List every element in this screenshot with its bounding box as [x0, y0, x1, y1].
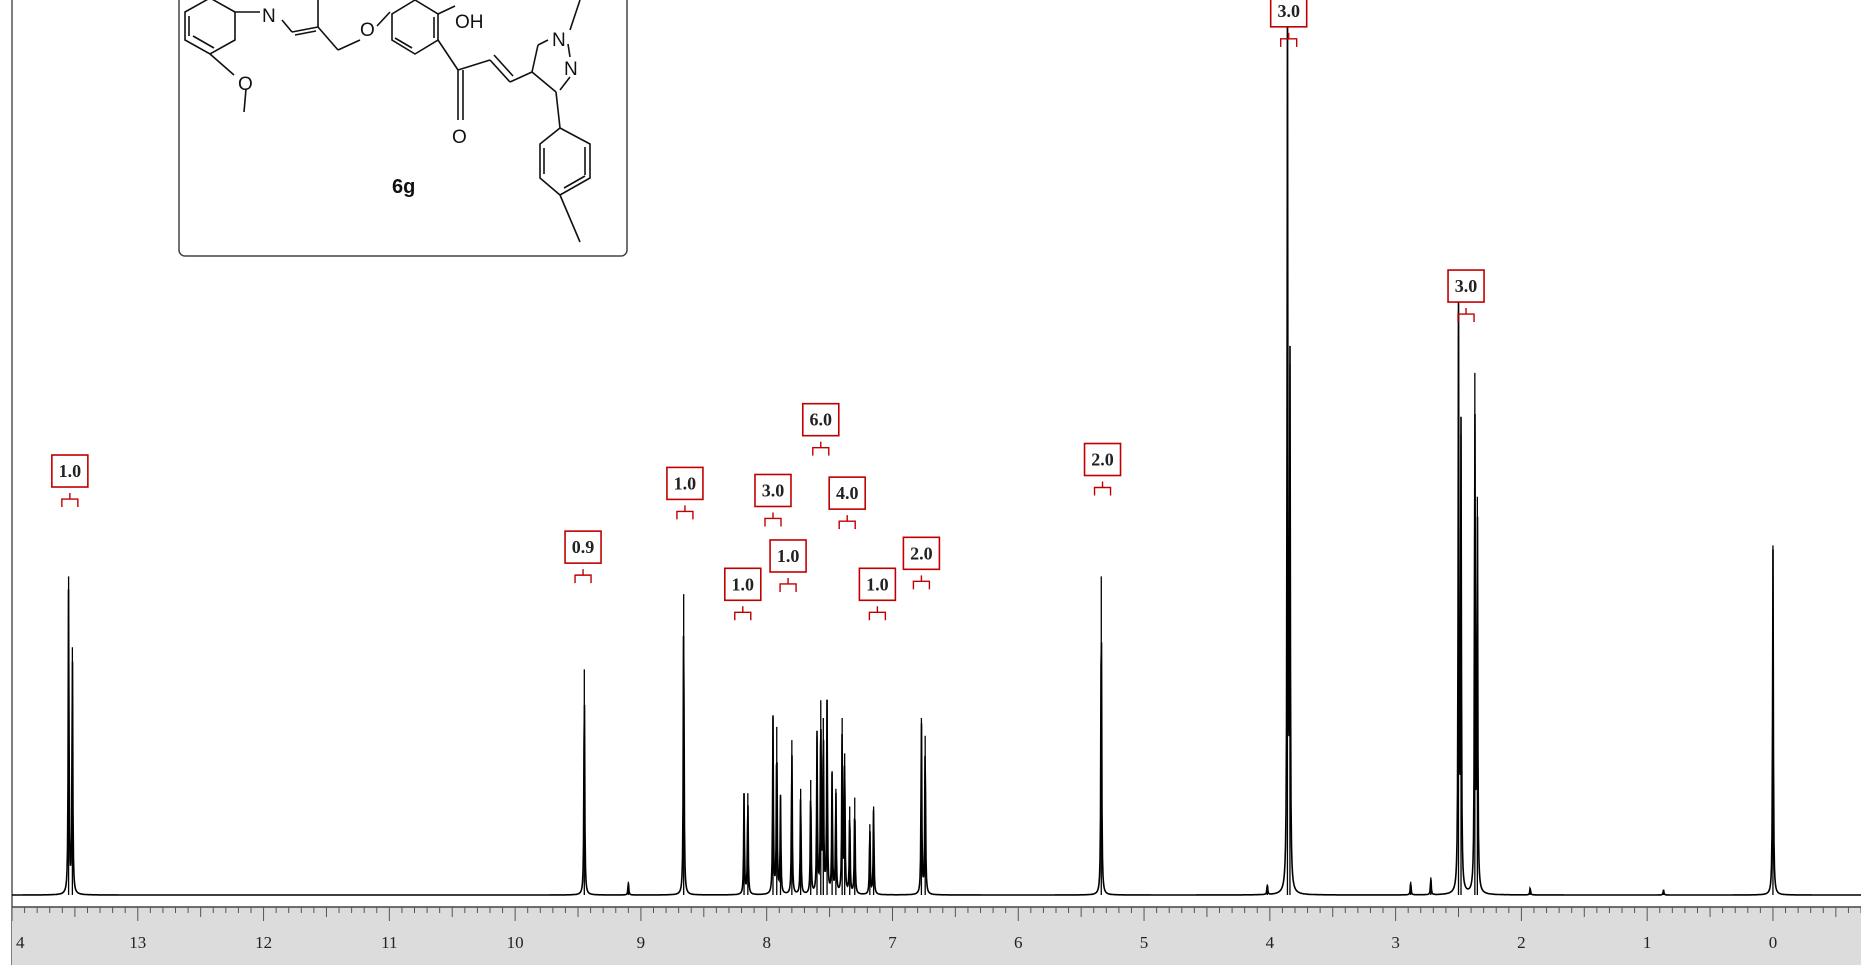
integral-box: [564, 530, 602, 564]
x-axis-tick-label: 10: [507, 933, 524, 952]
integral-box: [754, 473, 792, 508]
integral-value: 3.0: [762, 480, 785, 500]
x-axis-tick-label: 6: [1014, 933, 1023, 952]
spectrum-trace: [12, 13, 1861, 896]
integral-label: 0.9: [564, 530, 602, 584]
integral-bracket: [574, 569, 592, 584]
integral-label: 1.0: [51, 454, 89, 508]
integral-box: [902, 536, 941, 571]
integral-box: [828, 476, 866, 510]
integral-bracket: [61, 493, 79, 508]
integral-label: 4.0: [828, 476, 866, 530]
integral-box: [1447, 269, 1485, 303]
x-axis-ticks: [11, 907, 1861, 921]
integral-bracket: [1093, 481, 1112, 496]
integral-box: [51, 454, 89, 488]
integral-bracket: [779, 577, 797, 592]
integral-value: 1.0: [777, 546, 800, 566]
integral-label: 6.0: [801, 402, 840, 456]
integral-value: 1.0: [674, 473, 697, 493]
integral-bracket: [676, 505, 694, 520]
integral-labels: 1.0 0.9 1.0 1.0 3.0 1.0 6.0 4.0 1.0 2.0 2.0 3.0 3.0: [51, 0, 1485, 621]
integral-bracket: [734, 606, 752, 621]
integral-label: 3.0: [1447, 269, 1485, 323]
compound-id: 6g: [392, 176, 415, 198]
atom-label-n2: N: [552, 30, 566, 51]
integral-label: 3.0: [754, 473, 792, 527]
x-axis-tick-label: 0: [1769, 933, 1778, 952]
integral-box: [1083, 442, 1122, 477]
atom-label-n3: N: [564, 59, 578, 80]
integral-label: 1.0: [858, 567, 897, 621]
integral-bracket: [838, 515, 856, 530]
integral-bracket: [812, 441, 830, 456]
integral-bracket: [1457, 308, 1475, 323]
integral-value: 0.9: [572, 537, 595, 557]
atom-label-o-ether: O: [360, 20, 375, 41]
integral-label: 2.0: [1083, 442, 1122, 496]
integral-box: [769, 539, 807, 573]
integral-value: 4.0: [836, 483, 859, 503]
integral-value: 6.0: [810, 410, 833, 430]
integral-value: 3.0: [1455, 276, 1478, 296]
integral-bracket: [1279, 32, 1298, 47]
integral-value: 3.0: [1277, 1, 1300, 21]
integral-value: 2.0: [1091, 450, 1114, 470]
integral-box: [858, 567, 897, 602]
integral-label: 2.0: [902, 536, 941, 590]
integral-bracket: [868, 606, 887, 621]
integral-box: [801, 402, 840, 437]
x-axis-tick-label: 4: [1266, 933, 1275, 952]
x-axis-tick-label: 1: [1643, 933, 1652, 952]
integral-label: 1.0: [666, 466, 704, 520]
integral-box: [1269, 0, 1308, 28]
structure-bonds: [184, 0, 591, 243]
integral-label: 1.0: [769, 539, 807, 592]
x-axis-tick-label: 5: [1140, 933, 1149, 952]
x-axis-tick-label: 3: [1391, 933, 1400, 952]
atom-label-oh: OH: [455, 12, 484, 33]
x-axis-tick-label: 4: [16, 933, 25, 952]
peak-lines: [67, 10, 1774, 895]
integral-value: 1.0: [59, 461, 82, 481]
structure-frame: [178, 0, 628, 257]
x-axis-tick-label: 8: [762, 933, 771, 952]
x-axis-tick-label: 9: [637, 933, 646, 952]
integral-value: 1.0: [866, 574, 889, 594]
integral-bracket: [912, 575, 931, 590]
x-axis-tick-label: 2: [1517, 933, 1526, 952]
x-axis-tick-label: 13: [129, 933, 146, 952]
integral-box: [723, 567, 762, 602]
x-axis-tick-label: 12: [255, 933, 272, 952]
integral-box: [666, 466, 704, 501]
atom-label-o-methoxy: O: [238, 74, 253, 95]
x-axis-tick-label: 11: [381, 933, 397, 952]
integral-label: 1.0: [723, 567, 762, 621]
x-axis-tick-label: 7: [888, 933, 897, 952]
atom-label-o-carbonyl: O: [452, 127, 467, 148]
structure-inset: N O O OH N N O 6g: [178, 0, 628, 257]
integral-label: 3.0: [1269, 0, 1308, 47]
integral-bracket: [764, 512, 782, 527]
atom-label-n1: N: [262, 6, 276, 27]
integral-value: 2.0: [910, 543, 933, 563]
integral-value: 1.0: [732, 574, 755, 594]
x-axis-tick-labels: 4 13 12 11 10 9 8 7 6 5 4 3 2 1 0: [16, 933, 1777, 952]
x-axis-strip: [12, 907, 1861, 965]
